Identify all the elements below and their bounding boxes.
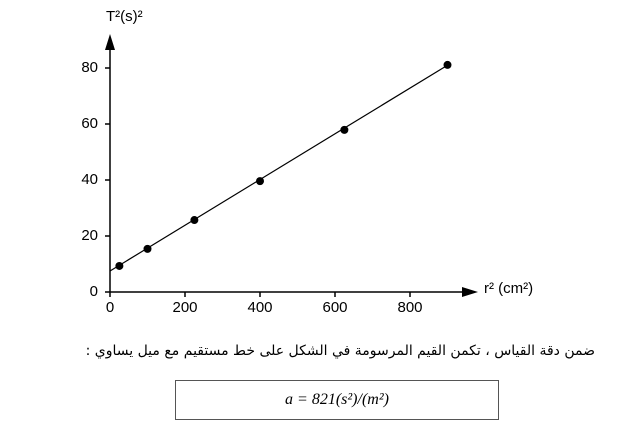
data-point bbox=[190, 216, 199, 225]
formula-box: a = 821(s²)/(m²) bbox=[175, 380, 499, 420]
x-tick-label: 800 bbox=[397, 299, 422, 316]
formula: a = 821(s²)/(m²) bbox=[285, 391, 389, 408]
statement: ضمن دقة القياس ، تكمن القيم المرسومة في … bbox=[85, 343, 595, 359]
x-axis-label: r² (cm²) bbox=[484, 280, 533, 297]
y-tick-label: 60 bbox=[81, 115, 98, 132]
data-point bbox=[115, 261, 124, 270]
y-tick-label: 40 bbox=[81, 171, 98, 188]
y-tick-label: 0 bbox=[90, 283, 98, 300]
fit-line bbox=[109, 64, 448, 272]
y-tick-label: 20 bbox=[81, 227, 98, 244]
x-tick-label: 400 bbox=[247, 299, 272, 316]
x-tick-label: 0 bbox=[106, 299, 114, 316]
data-point bbox=[256, 177, 264, 186]
y-axis-label: T²(s)² bbox=[106, 8, 143, 25]
x-arrow bbox=[462, 287, 478, 297]
y-arrow bbox=[105, 34, 115, 50]
chart: T²(s)² r² (cm²) 0 200 400 600 800 0 20 40 60 80 bbox=[81, 8, 533, 316]
data-point bbox=[443, 60, 452, 69]
x-tick-label: 600 bbox=[322, 299, 347, 316]
x-tick-label: 200 bbox=[172, 299, 197, 316]
y-tick-label: 80 bbox=[81, 59, 98, 76]
data-point bbox=[340, 125, 349, 134]
data-point bbox=[143, 244, 152, 253]
